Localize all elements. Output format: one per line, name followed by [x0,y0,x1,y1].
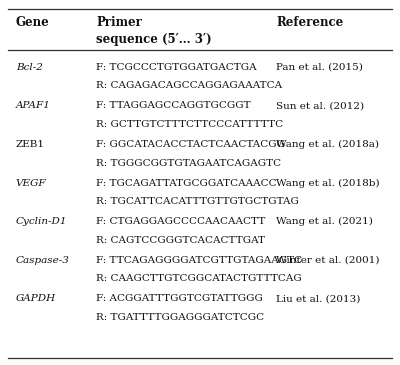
Text: Caspase-3: Caspase-3 [16,256,70,265]
Text: Reference: Reference [276,16,344,29]
Text: Cyclin-D1: Cyclin-D1 [16,217,67,226]
Text: Liu et al. (2013): Liu et al. (2013) [276,295,361,303]
Text: F: ACGGATTTGGTCGTATTGGG: F: ACGGATTTGGTCGTATTGGG [96,295,263,303]
Text: F: GGCATACACCTACTCAACTACGG: F: GGCATACACCTACTCAACTACGG [96,140,285,149]
Text: F: TTAGGAGCCAGGTGCGGT: F: TTAGGAGCCAGGTGCGGT [96,101,251,110]
Text: R: GCTTGTCTTTCTTCCCATTTTTC: R: GCTTGTCTTTCTTCCCATTTTTC [96,120,283,129]
Text: APAF1: APAF1 [16,101,51,110]
Text: Wang et al. (2021): Wang et al. (2021) [276,217,373,226]
Text: F: CTGAGGAGCCCCAACAACTT: F: CTGAGGAGCCCCAACAACTT [96,217,265,226]
Text: F: TCGCCCTGTGGATGACTGA: F: TCGCCCTGTGGATGACTGA [96,63,257,72]
Text: Pan et al. (2015): Pan et al. (2015) [276,63,363,72]
Text: F: TTCAGAGGGGATCGTTGTAGAAGTC: F: TTCAGAGGGGATCGTTGTAGAAGTC [96,256,302,265]
Text: R: TGCATTCACATTTGTTGTGCTGTAG: R: TGCATTCACATTTGTTGTGCTGTAG [96,197,299,206]
Text: R: CAGAGACAGCCAGGAGAAATCA: R: CAGAGACAGCCAGGAGAAATCA [96,81,282,90]
Text: F: TGCAGATTATGCGGATCAAACC: F: TGCAGATTATGCGGATCAAACC [96,178,277,188]
Text: Gene: Gene [16,16,50,29]
Text: Wang et al. (2018b): Wang et al. (2018b) [276,178,380,188]
Text: Winter et al. (2001): Winter et al. (2001) [276,256,380,265]
Text: R: CAAGCTTGTCGGCATACTGTTTCAG: R: CAAGCTTGTCGGCATACTGTTTCAG [96,274,302,284]
Text: Wang et al. (2018a): Wang et al. (2018a) [276,140,380,149]
Text: Primer
sequence (5′… 3′): Primer sequence (5′… 3′) [96,16,212,46]
Text: Bcl-2: Bcl-2 [16,63,43,72]
Text: GAPDH: GAPDH [16,295,56,303]
Text: Sun et al. (2012): Sun et al. (2012) [276,101,364,110]
Text: R: TGATTTTGGAGGGATCTCGC: R: TGATTTTGGAGGGATCTCGC [96,313,264,322]
Text: R: TGGGCGGTGTAGAATCAGAGTC: R: TGGGCGGTGTAGAATCAGAGTC [96,158,281,168]
Text: VEGF: VEGF [16,178,46,188]
Text: R: CAGTCCGGGTCACACTTGAT: R: CAGTCCGGGTCACACTTGAT [96,236,265,245]
Text: ZEB1: ZEB1 [16,140,45,149]
